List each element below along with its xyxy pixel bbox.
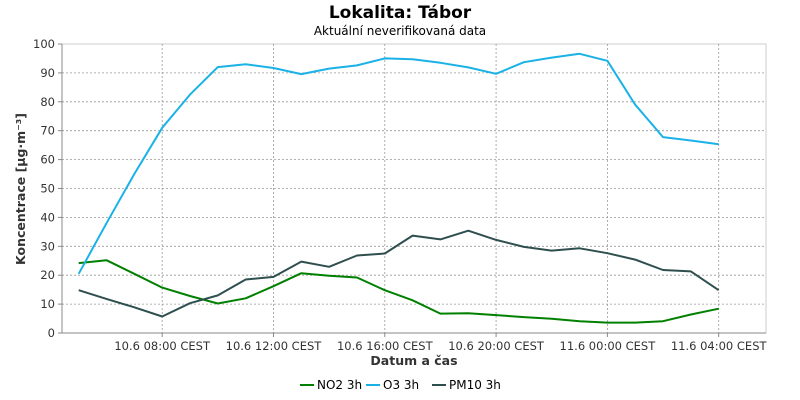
x-axis: 10.6 08:00 CEST 10.6 12:00 CEST 10.6 16:00… bbox=[62, 332, 768, 353]
y-tick-label: 30 bbox=[40, 239, 55, 253]
legend: NO2 3h O3 3h PM10 3h bbox=[300, 378, 501, 392]
y-tick-label: 90 bbox=[40, 66, 55, 80]
y-tick-label: 10 bbox=[40, 297, 55, 311]
y-tick-label: 100 bbox=[33, 37, 55, 51]
x-tick-label: 10.6 16:00 CEST bbox=[337, 339, 434, 353]
y-axis: 0 10 20 30 40 50 60 70 80 90 100 bbox=[33, 37, 63, 340]
y-axis-label: Koncentrace [µg·m⁻³] bbox=[13, 113, 28, 265]
y-tick-label: 80 bbox=[40, 95, 55, 109]
legend-label-pm10: PM10 3h bbox=[449, 378, 501, 392]
x-tick-label: 10.6 20:00 CEST bbox=[448, 339, 545, 353]
x-tick-label: 10.6 12:00 CEST bbox=[226, 339, 323, 353]
series-line-o3 bbox=[77, 52, 719, 275]
y-tick-label: 50 bbox=[40, 182, 55, 196]
y-tick-label: 20 bbox=[40, 268, 55, 282]
y-tick-label: 0 bbox=[48, 326, 55, 340]
legend-label-o3: O3 3h bbox=[383, 378, 419, 392]
x-tick-label: 11.6 00:00 CEST bbox=[560, 339, 657, 353]
grid bbox=[62, 44, 766, 333]
series-group bbox=[77, 52, 720, 324]
series-line-pm10 bbox=[78, 229, 720, 318]
x-axis-label: Datum a čas bbox=[370, 353, 457, 368]
legend-label-no2: NO2 3h bbox=[317, 378, 362, 392]
series-line-no2 bbox=[78, 259, 719, 324]
y-tick-label: 70 bbox=[40, 124, 55, 138]
y-tick-label: 40 bbox=[40, 210, 55, 224]
x-tick-label: 11.6 04:00 CEST bbox=[671, 339, 768, 353]
x-tick-label: 10.6 08:00 CEST bbox=[114, 339, 211, 353]
chart-subtitle: Aktuální neverifikovaná data bbox=[314, 24, 486, 38]
y-tick-label: 60 bbox=[40, 153, 55, 167]
chart-title: Lokalita: Tábor bbox=[329, 3, 472, 23]
